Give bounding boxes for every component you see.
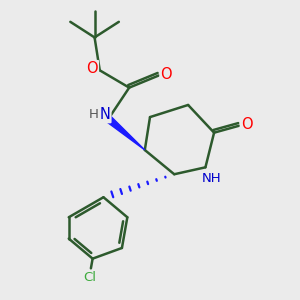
Text: Cl: Cl [84, 271, 97, 284]
Text: O: O [86, 61, 98, 76]
Text: N: N [100, 107, 110, 122]
Text: O: O [241, 116, 253, 131]
Polygon shape [106, 116, 145, 150]
Text: NH: NH [202, 172, 221, 185]
Text: O: O [160, 67, 172, 82]
Text: H: H [89, 108, 99, 121]
